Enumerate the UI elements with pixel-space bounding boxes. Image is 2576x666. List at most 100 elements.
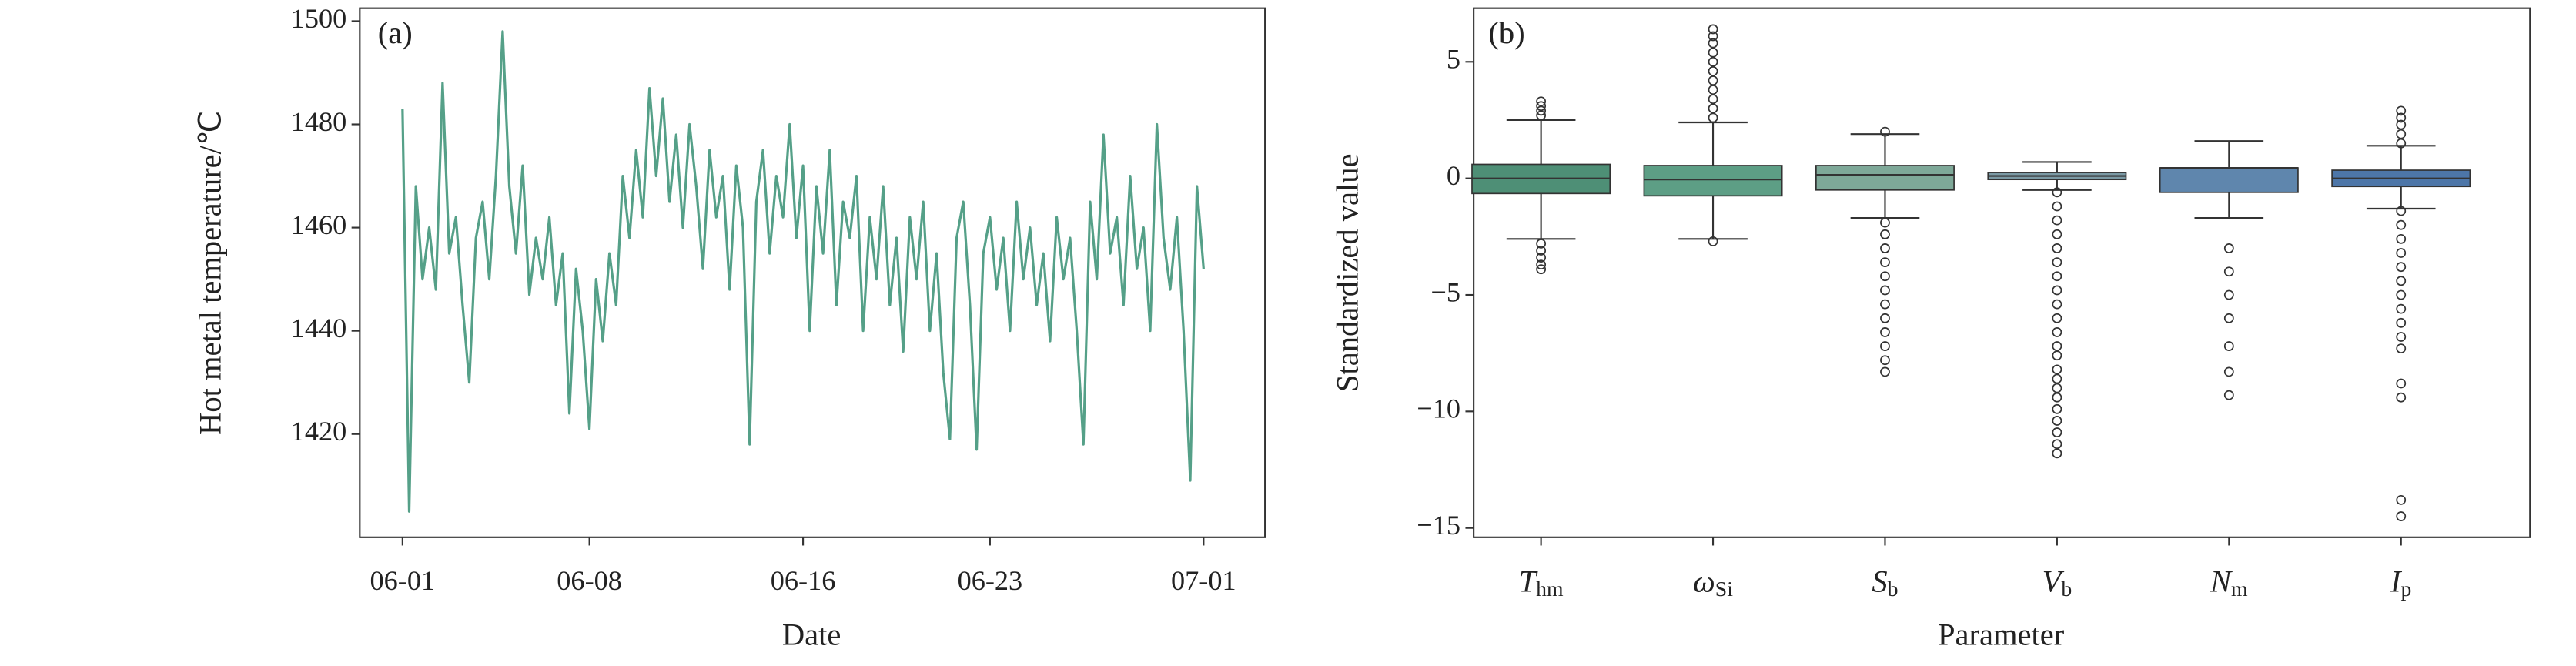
y-tick-label: 1420 bbox=[291, 416, 347, 447]
x-tick-label: 07-01 bbox=[1171, 565, 1236, 596]
outlier bbox=[2052, 271, 2062, 282]
x-tick-label: Nm bbox=[2210, 564, 2248, 602]
y-tick-label: 1440 bbox=[291, 313, 347, 343]
outlier bbox=[1880, 126, 1890, 137]
y-tick-label: 5 bbox=[1447, 44, 1460, 75]
outlier bbox=[1880, 366, 1890, 377]
outlier bbox=[2052, 364, 2062, 375]
x-tick-label: Ip bbox=[2390, 564, 2411, 602]
outlier bbox=[1708, 103, 1718, 114]
outlier bbox=[2396, 219, 2407, 230]
outlier bbox=[1708, 66, 1718, 76]
outlier bbox=[2052, 201, 2062, 212]
outlier bbox=[2223, 243, 2234, 253]
outlier bbox=[2396, 129, 2407, 139]
category-subscript: b bbox=[2061, 578, 2072, 602]
outlier bbox=[1880, 271, 1890, 282]
y-axis-label: Standardized value bbox=[1330, 153, 1364, 392]
x-tick-label: Thm bbox=[1519, 564, 1564, 602]
category-symbol: V bbox=[2042, 564, 2065, 599]
x-tick-label: ωSi bbox=[1693, 564, 1733, 602]
outlier bbox=[2396, 511, 2407, 521]
outlier bbox=[2396, 119, 2407, 130]
outlier bbox=[2396, 276, 2407, 286]
outlier bbox=[2396, 262, 2407, 273]
outlier bbox=[1708, 38, 1718, 49]
outlier bbox=[1880, 243, 1890, 253]
outlier bbox=[2052, 341, 2062, 351]
y-tick-label: 1480 bbox=[291, 106, 347, 137]
outlier bbox=[1708, 24, 1718, 35]
x-tick-label: 06-08 bbox=[557, 565, 622, 596]
axes-frame-a bbox=[359, 7, 1266, 538]
category-symbol: N bbox=[2210, 564, 2233, 599]
outlier bbox=[2052, 350, 2062, 361]
outlier bbox=[2052, 392, 2062, 403]
outlier bbox=[2223, 341, 2234, 351]
outlier bbox=[2052, 373, 2062, 384]
outlier bbox=[1536, 96, 1547, 107]
outlier bbox=[1536, 101, 1547, 112]
outlier bbox=[1536, 253, 1547, 263]
outlier bbox=[2052, 448, 2062, 459]
outlier bbox=[2223, 390, 2234, 400]
outlier bbox=[2396, 289, 2407, 300]
category-subscript: hm bbox=[1536, 578, 1564, 602]
outlier bbox=[1880, 285, 1890, 296]
outlier bbox=[1880, 355, 1890, 366]
outlier bbox=[1880, 217, 1890, 228]
box bbox=[2159, 167, 2299, 193]
outlier bbox=[2223, 313, 2234, 323]
y-tick-label: 1500 bbox=[291, 3, 347, 34]
outlier bbox=[2396, 343, 2407, 354]
outlier bbox=[2396, 494, 2407, 505]
outlier bbox=[1708, 31, 1718, 42]
x-tick-label: 06-01 bbox=[370, 565, 436, 596]
outlier bbox=[2396, 303, 2407, 314]
outlier bbox=[2052, 403, 2062, 414]
outlier bbox=[1536, 264, 1547, 275]
outlier bbox=[1536, 110, 1547, 121]
outlier bbox=[2396, 392, 2407, 403]
outlier bbox=[1536, 238, 1547, 249]
outlier bbox=[1708, 112, 1718, 123]
outlier bbox=[1880, 313, 1890, 323]
outlier bbox=[2396, 317, 2407, 328]
y-tick-label: 1460 bbox=[291, 209, 347, 240]
outlier bbox=[1536, 105, 1547, 116]
category-symbol: ω bbox=[1693, 564, 1715, 599]
outlier bbox=[2396, 332, 2407, 342]
x-tick-label: Sb bbox=[1872, 564, 1898, 602]
outlier bbox=[1708, 94, 1718, 105]
outlier bbox=[2052, 243, 2062, 253]
outlier bbox=[2396, 105, 2407, 116]
outlier bbox=[2396, 206, 2407, 216]
category-subscript: p bbox=[2401, 578, 2412, 602]
outlier bbox=[1708, 56, 1718, 67]
outlier bbox=[2052, 439, 2062, 450]
outlier bbox=[1880, 327, 1890, 337]
category-subscript: Si bbox=[1715, 578, 1733, 602]
outlier bbox=[1880, 229, 1890, 239]
outlier bbox=[2223, 366, 2234, 377]
y-tick-label: −15 bbox=[1417, 510, 1460, 540]
outlier bbox=[2052, 215, 2062, 226]
outlier bbox=[2396, 233, 2407, 244]
category-subscript: m bbox=[2231, 578, 2248, 602]
category-symbol: S bbox=[1872, 564, 1887, 599]
outlier bbox=[1880, 341, 1890, 351]
outlier bbox=[2052, 299, 2062, 310]
box bbox=[1815, 165, 1955, 191]
outlier bbox=[2223, 289, 2234, 300]
outlier bbox=[1536, 259, 1547, 270]
outlier bbox=[1880, 299, 1890, 310]
outlier bbox=[2396, 138, 2407, 149]
axes-frame-b bbox=[1473, 7, 2531, 538]
x-tick-label: Vb bbox=[2042, 564, 2073, 602]
outlier bbox=[2052, 285, 2062, 296]
outlier bbox=[1708, 75, 1718, 85]
panel-label: (b) bbox=[1488, 15, 1524, 50]
outlier bbox=[2052, 187, 2062, 198]
